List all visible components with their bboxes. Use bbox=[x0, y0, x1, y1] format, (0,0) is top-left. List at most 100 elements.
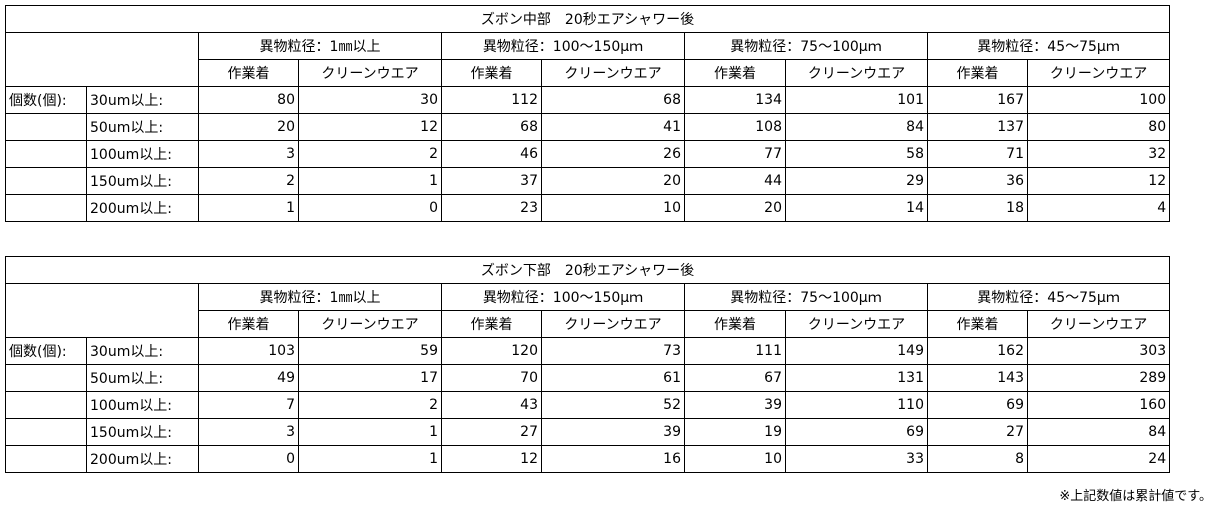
value-cell: 103 bbox=[198, 337, 299, 365]
value-cell: 167 bbox=[927, 86, 1028, 114]
value-cell: 68 bbox=[541, 86, 685, 114]
value-cell: 108 bbox=[684, 113, 786, 141]
table-row: 個数(個): 30um以上: 80 30 112 68 134 101 167 100 bbox=[5, 86, 1171, 114]
value-cell: 67 bbox=[684, 364, 786, 392]
footnote: ※上記数値は累計値です。 bbox=[1059, 489, 1212, 504]
sub-header: 作業着 bbox=[684, 59, 786, 87]
value-cell: 43 bbox=[441, 391, 542, 419]
row-group-label: 個数(個): bbox=[5, 337, 87, 365]
value-cell: 32 bbox=[1026, 140, 1171, 168]
empty-cell bbox=[5, 364, 87, 392]
value-cell: 143 bbox=[927, 364, 1028, 392]
sub-header: クリーンウエア bbox=[1026, 59, 1171, 87]
value-cell: 84 bbox=[785, 113, 928, 141]
sub-header: クリーンウエア bbox=[541, 310, 685, 338]
value-cell: 1 bbox=[298, 445, 442, 473]
sub-header: クリーンウエア bbox=[298, 59, 442, 87]
value-cell: 70 bbox=[441, 364, 542, 392]
sub-header: 作業着 bbox=[198, 310, 299, 338]
value-cell: 27 bbox=[441, 418, 542, 446]
sub-header: 作業着 bbox=[927, 310, 1028, 338]
value-cell: 19 bbox=[684, 418, 786, 446]
empty-cell bbox=[5, 140, 87, 168]
value-cell: 39 bbox=[684, 391, 786, 419]
value-cell: 0 bbox=[298, 194, 442, 222]
value-cell: 80 bbox=[1026, 113, 1171, 141]
table-row: 100um以上: 7 2 43 52 39 110 69 160 bbox=[5, 391, 1171, 419]
value-cell: 59 bbox=[298, 337, 442, 365]
sub-header: 作業着 bbox=[198, 59, 299, 87]
sub-header: クリーンウエア bbox=[541, 59, 685, 87]
value-cell: 2 bbox=[198, 167, 299, 195]
value-cell: 149 bbox=[785, 337, 928, 365]
value-cell: 73 bbox=[541, 337, 685, 365]
row-label: 200um以上: bbox=[86, 445, 199, 473]
value-cell: 303 bbox=[1026, 337, 1171, 365]
sub-header: クリーンウエア bbox=[298, 310, 442, 338]
value-cell: 49 bbox=[198, 364, 299, 392]
title-row: ズボン下部 20秒エアシャワー後 bbox=[4, 256, 1171, 284]
sub-header-row: 作業着 クリーンウエア 作業着 クリーンウエア 作業着 クリーンウエア 作業着 クリーンウエア bbox=[6, 59, 1171, 87]
value-cell: 36 bbox=[927, 167, 1028, 195]
row-label: 100um以上: bbox=[86, 391, 199, 419]
value-cell: 44 bbox=[684, 167, 786, 195]
value-cell: 8 bbox=[927, 445, 1028, 473]
group-header-row: 異物粒径：1㎜以上 異物粒径：100～150μｍ 異物粒径：75～100μｍ 異物粒径… bbox=[5, 283, 1171, 338]
value-cell: 84 bbox=[1026, 418, 1171, 446]
table-row: 50um以上: 20 12 68 41 108 84 137 80 bbox=[5, 113, 1171, 141]
value-cell: 33 bbox=[785, 445, 928, 473]
group-header: 異物粒径：1㎜以上 bbox=[198, 32, 442, 60]
value-cell: 120 bbox=[441, 337, 542, 365]
group-header: 異物粒径：75～100μｍ bbox=[684, 32, 928, 60]
value-cell: 2 bbox=[298, 140, 442, 168]
value-cell: 137 bbox=[927, 113, 1028, 141]
value-cell: 2 bbox=[298, 391, 442, 419]
row-group-label: 個数(個): bbox=[5, 86, 87, 114]
value-cell: 18 bbox=[927, 194, 1028, 222]
value-cell: 12 bbox=[298, 113, 442, 141]
value-cell: 24 bbox=[1026, 445, 1171, 473]
sub-header: クリーンウエア bbox=[785, 59, 928, 87]
value-cell: 12 bbox=[441, 445, 542, 473]
sub-header: 作業着 bbox=[927, 59, 1028, 87]
sub-header: 作業着 bbox=[684, 310, 786, 338]
row-label: 100um以上: bbox=[86, 140, 199, 168]
group-header: 異物粒径：100～150μｍ bbox=[441, 283, 685, 311]
value-cell: 69 bbox=[785, 418, 928, 446]
sub-header: 作業着 bbox=[441, 59, 542, 87]
value-cell: 162 bbox=[927, 337, 1028, 365]
value-cell: 112 bbox=[441, 86, 542, 114]
group-header-row: 異物粒径：1㎜以上 異物粒径：100～150μｍ 異物粒径：75～100μｍ 異物粒径… bbox=[5, 32, 1171, 87]
empty-cell bbox=[5, 445, 87, 473]
row-label: 30um以上: bbox=[86, 86, 199, 114]
value-cell: 20 bbox=[541, 167, 685, 195]
value-cell: 71 bbox=[927, 140, 1028, 168]
title-row: ズボン中部 20秒エアシャワー後 bbox=[4, 5, 1171, 33]
value-cell: 10 bbox=[684, 445, 786, 473]
value-cell: 4 bbox=[1026, 194, 1171, 222]
table-lower-pants: ズボン下部 20秒エアシャワー後 異物粒径：1㎜以上 異物粒径：100～150μｍ 異… bbox=[4, 256, 1171, 473]
value-cell: 7 bbox=[198, 391, 299, 419]
value-cell: 46 bbox=[441, 140, 542, 168]
corner-cell bbox=[5, 283, 199, 338]
group-header: 異物粒径：1㎜以上 bbox=[198, 283, 442, 311]
value-cell: 131 bbox=[785, 364, 928, 392]
value-cell: 27 bbox=[927, 418, 1028, 446]
value-cell: 37 bbox=[441, 167, 542, 195]
value-cell: 80 bbox=[198, 86, 299, 114]
value-cell: 30 bbox=[298, 86, 442, 114]
value-cell: 289 bbox=[1026, 364, 1171, 392]
row-label: 150um以上: bbox=[86, 167, 199, 195]
value-cell: 26 bbox=[541, 140, 685, 168]
row-label: 150um以上: bbox=[86, 418, 199, 446]
sub-header: 作業着 bbox=[441, 310, 542, 338]
row-label: 30um以上: bbox=[86, 337, 199, 365]
value-cell: 68 bbox=[441, 113, 542, 141]
group-header: 異物粒径：45～75μｍ bbox=[926, 32, 1171, 60]
empty-cell bbox=[5, 391, 87, 419]
value-cell: 101 bbox=[785, 86, 928, 114]
value-cell: 17 bbox=[298, 364, 442, 392]
group-header: 異物粒径：45～75μｍ bbox=[926, 283, 1171, 311]
value-cell: 77 bbox=[684, 140, 786, 168]
value-cell: 0 bbox=[198, 445, 299, 473]
